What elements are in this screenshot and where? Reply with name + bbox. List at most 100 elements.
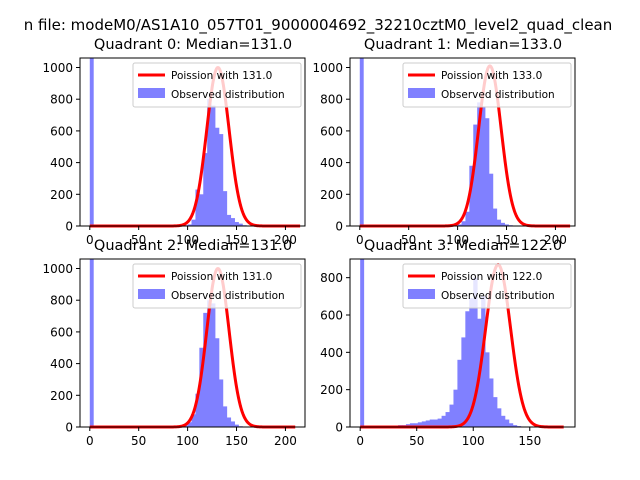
hist-bar: [477, 102, 482, 226]
y-tick-label: 1000: [42, 61, 73, 75]
x-tick-label: 100: [176, 434, 199, 448]
panel-quadrant-3: Quadrant 3: Median=122.0 0 50 100 150 0 200 40…: [320, 238, 576, 448]
panel-title: Quadrant 3: Median=122.0: [364, 238, 562, 254]
y-tick-label: 200: [320, 383, 343, 397]
panel-quadrant-1: Quadrant 1: Median=133.0 0 50 100 150 200 0 20…: [312, 37, 576, 247]
y-tick-label: 200: [50, 389, 73, 403]
hist-bar: [465, 311, 470, 427]
y-tick-label: 400: [320, 346, 343, 360]
hist-bar: [234, 222, 239, 226]
hist-bar: [215, 127, 220, 226]
hist-bar: [433, 419, 439, 427]
x-tick-label: 200: [274, 233, 297, 247]
hist-bar: [207, 99, 212, 226]
hist-bar: [222, 191, 228, 226]
hist-bar: [417, 422, 423, 427]
y-tick-label: 0: [335, 421, 343, 435]
x-tick-label: 200: [544, 233, 567, 247]
hist-bar: [473, 124, 478, 226]
hist-bar: [485, 352, 490, 427]
hist-bar: [195, 189, 200, 226]
hist-bar: [504, 419, 510, 427]
hist-bar: [230, 421, 235, 427]
hist-bar: [465, 211, 470, 226]
hist-bar: [199, 347, 204, 427]
x-tick-label: 150: [495, 233, 518, 247]
histogram-bars: [89, 58, 247, 226]
legend-fit-label: Poission with 133.0: [441, 70, 542, 82]
hist-bar: [500, 222, 505, 226]
axes-frame: [79, 258, 306, 428]
hist-bar: [512, 425, 518, 427]
hist-bar: [187, 422, 192, 427]
hist-bar: [485, 118, 490, 226]
legend-hist-label: Observed distribution: [171, 290, 285, 302]
hist-bar: [226, 417, 232, 427]
hist-bar: [199, 194, 204, 226]
panel-quadrant-2: Quadrant 2: Median=131.0 0 50 100 150 200 0 20…: [42, 238, 306, 448]
y-tick-label: 200: [320, 188, 343, 202]
hist-bar: [492, 208, 498, 226]
hist-bar: [457, 359, 462, 427]
hist-bar: [508, 423, 514, 427]
y-tick-label: 0: [335, 220, 343, 234]
legend: Poission with 122.0 Observed distributio…: [402, 263, 572, 309]
hist-bar: [481, 107, 486, 226]
legend-fit-label: Poission with 122.0: [441, 271, 542, 283]
y-tick-label: 0: [65, 220, 73, 234]
y-tick-label: 800: [50, 93, 73, 107]
panel-title: Quadrant 2: Median=131.0: [94, 238, 292, 254]
legend-box: [402, 62, 572, 108]
hist-bar: [469, 298, 474, 427]
legend-fit-label: Poission with 131.0: [171, 271, 272, 283]
hist-bar: [226, 214, 232, 226]
hist-bar: [218, 134, 224, 226]
legend: Poission with 131.0 Observed distributio…: [132, 62, 302, 108]
figure-suptitle: n file: modeM0/AS1A10_057T01_9000004692_…: [24, 16, 613, 35]
hist-bar: [453, 389, 458, 427]
histogram-bars: [89, 259, 243, 427]
x-tick-label: 0: [356, 434, 364, 448]
legend-hist-label: Observed distribution: [171, 89, 285, 101]
hist-bar: [191, 414, 196, 427]
hist-bar: [211, 303, 216, 427]
x-tick-label: 100: [446, 233, 469, 247]
hist-bar-zero: [359, 58, 364, 226]
hist-bar: [441, 415, 446, 427]
hist-bar: [413, 423, 419, 427]
hist-bar: [215, 338, 220, 427]
hist-bar: [488, 173, 494, 226]
hist-bar: [500, 415, 506, 427]
hist-bar: [469, 165, 474, 226]
hist-bar: [230, 218, 235, 226]
hist-bar: [195, 393, 200, 427]
axes: 0 50 100 150 200 0 200 400 600 800 1000: [42, 57, 306, 247]
hist-bar: [445, 412, 450, 427]
hist-bar: [183, 425, 189, 427]
hist-bar: [421, 421, 427, 427]
legend-hist-swatch: [408, 289, 435, 299]
hist-bar: [234, 424, 239, 427]
legend-box: [132, 62, 302, 108]
legend-hist-label: Observed distribution: [441, 89, 555, 101]
y-tick-label: 600: [320, 124, 343, 138]
hist-bar: [218, 379, 224, 427]
axes-frame: [349, 258, 576, 428]
hist-bar: [203, 312, 208, 427]
hist-bar: [429, 419, 435, 427]
hist-bar: [425, 420, 431, 427]
y-tick-label: 600: [50, 325, 73, 339]
x-tick-label: 0: [356, 233, 364, 247]
panel-title: Quadrant 1: Median=133.0: [364, 37, 562, 53]
histogram-bars: [359, 58, 513, 226]
axes: 0 50 100 150 0 200 400 600 800: [320, 258, 576, 448]
axes: 0 50 100 150 200 0 200 400 600 800 1000: [312, 57, 576, 247]
hist-bar: [493, 397, 498, 427]
x-tick-label: 0: [86, 233, 94, 247]
y-tick-label: 200: [50, 188, 73, 202]
hist-bar: [437, 418, 442, 427]
y-tick-label: 600: [50, 124, 73, 138]
hist-bar: [203, 153, 208, 226]
y-tick-label: 600: [320, 309, 343, 323]
